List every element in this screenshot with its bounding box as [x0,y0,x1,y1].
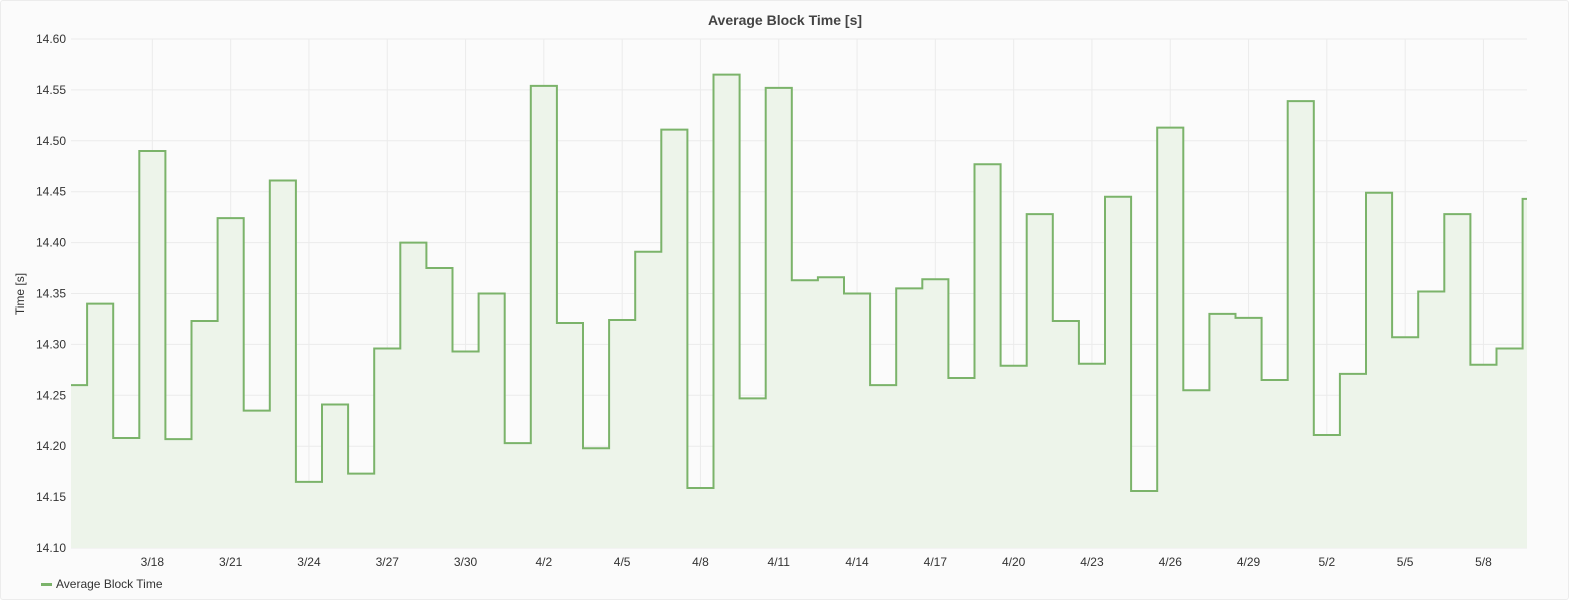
y-tick-label: 14.25 [36,388,66,402]
legend-label: Average Block Time [56,577,163,591]
y-tick-label: 14.45 [36,185,66,199]
series-line [71,73,1527,492]
chart-title: Average Block Time [s] [708,12,862,28]
x-tick-label: 3/21 [219,555,243,569]
y-tick-label: 14.35 [36,287,66,301]
legend-swatch [41,582,52,586]
legend[interactable]: Average Block Time [41,577,163,591]
x-tick-label: 4/14 [845,555,869,569]
x-tick-label: 4/2 [536,555,553,569]
x-ticks: 3/18 3/21 3/24 3/27 3/30 4/2 4/5 4/8 4/11 4/14 4/1… [141,555,1492,569]
x-tick-label: 4/23 [1080,555,1104,569]
x-tick-label: 4/5 [614,555,631,569]
x-tick-label: 3/30 [454,555,478,569]
y-ticks: 14.10 14.15 14.20 14.25 14.30 14.35 14.40 14.45… [36,32,66,555]
series-average-block-time [71,73,1527,548]
x-tick-label: 5/2 [1319,555,1336,569]
y-tick-label: 14.30 [36,337,66,351]
x-tick-label: 3/27 [376,555,400,569]
x-tick-label: 3/24 [297,555,321,569]
y-axis-label: Time [s] [13,273,27,315]
x-tick-label: 4/29 [1237,555,1261,569]
series-area [71,74,1527,548]
y-tick-label: 14.50 [36,134,66,148]
x-tick-label: 4/11 [768,555,791,569]
x-tick-label: 3/18 [141,555,165,569]
x-tick-label: 5/5 [1397,555,1414,569]
x-tick-label: 4/8 [692,555,709,569]
x-tick-label: 4/20 [1002,555,1026,569]
y-tick-label: 14.10 [36,541,66,555]
y-tick-label: 14.55 [36,83,66,97]
y-tick-label: 14.15 [36,490,66,504]
y-tick-label: 14.40 [36,236,66,250]
y-tick-label: 14.20 [36,439,66,453]
x-tick-label: 4/26 [1159,555,1183,569]
y-tick-label: 14.60 [36,32,66,46]
x-tick-label: 4/17 [924,555,948,569]
x-tick-label: 5/8 [1475,555,1492,569]
